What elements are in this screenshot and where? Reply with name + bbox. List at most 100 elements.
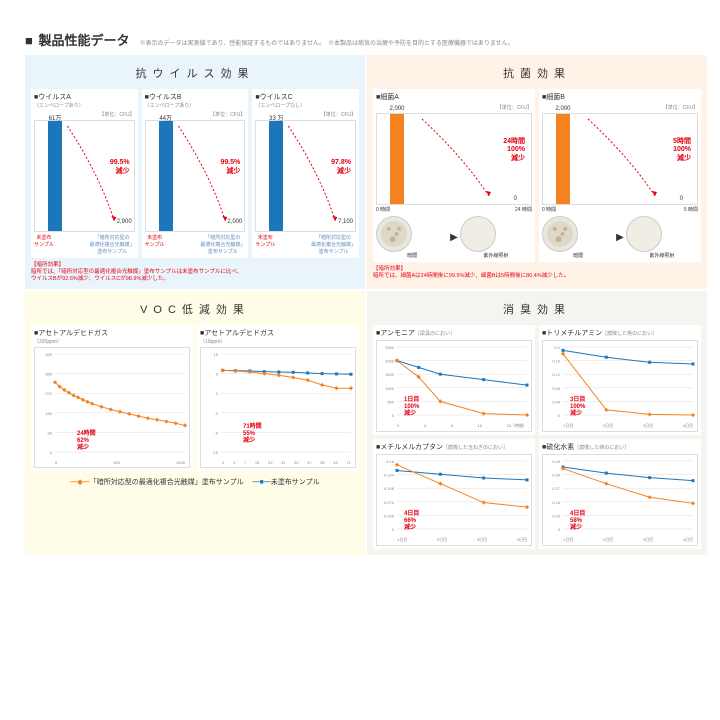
page-header: ■ 製品性能データ ※表示のデータは実測値であり、性能保証するものではありません… — [25, 30, 695, 49]
svg-text:15: 15 — [214, 352, 219, 357]
line-chart: 0 0.04 0.08 0.12 0.16 0.2 3日目100%減少 1日目2… — [542, 340, 698, 432]
axis-treated: 「暗所対応型の最適化複合光触媒」塗布サンプル — [311, 234, 356, 255]
deodorant-chart: ■メチルメルカプタン［腐敗した玉ねぎのにおい］ 0 0.036 0.072 0.… — [373, 439, 535, 549]
axis-untreated: 未塗布サンプル — [145, 234, 165, 255]
petri-after — [626, 216, 662, 252]
virus-chart: ■ウイルスC（エンベロープなし） 【単位：CFU】 33 万 97.8% 減少 … — [252, 89, 359, 258]
reduction-text: 71時間55%減少 — [243, 422, 262, 444]
chart-label: ■細菌B — [542, 92, 698, 102]
chart-label: ■アセトアルデヒドガス（320ppm） — [34, 328, 190, 345]
reduction-text: 4日目58%減少 — [570, 509, 585, 531]
deodorant-chart: ■硫化水素［腐敗した卵のにおい］ 0 0.09 0.18 0.27 0.36 0… — [539, 439, 701, 549]
svg-text:0.144: 0.144 — [384, 473, 395, 478]
bar-chart: 61万 99.5% 減少 2,900 — [34, 120, 135, 232]
start-value: 2,000 — [389, 106, 404, 112]
svg-text:-9: -9 — [214, 431, 218, 436]
svg-text:0.45: 0.45 — [552, 459, 561, 464]
reduction-arrow — [256, 121, 355, 231]
reduction-text: 24時間62%減少 — [77, 429, 96, 451]
svg-text:1000: 1000 — [385, 386, 395, 391]
reduction-text: 99.5% 減少 — [220, 159, 240, 176]
svg-text:3: 3 — [216, 392, 219, 397]
svg-text:360: 360 — [45, 372, 52, 377]
reduction-arrow — [146, 121, 245, 231]
petri-label: 暗闇 — [542, 252, 614, 259]
petri-row: 暗闇 ▶ 紫外線照射 — [542, 216, 698, 259]
line-chart: 0 0.09 0.18 0.27 0.36 0.45 4日目58%減少 1日目2… — [542, 454, 698, 546]
reduction-text: 3日目100%減少 — [570, 395, 586, 417]
svg-text:0.036: 0.036 — [384, 514, 395, 519]
svg-text:2000: 2000 — [385, 359, 395, 364]
panel-voc: VOC低減効果 ■アセトアルデヒドガス（320ppm） 0 90 180 270… — [25, 291, 365, 555]
svg-text:180: 180 — [45, 411, 52, 416]
panel-antibacterial: 抗菌効果 ■細菌A 【単位：CFU】 2,000 24時間 100% 減少 0 … — [367, 55, 707, 289]
reduction-text: 97.8% 減少 — [331, 159, 351, 176]
x-start: 0 時間 — [376, 206, 390, 213]
page-title: ■ 製品性能データ — [25, 30, 130, 49]
axis-treated: 「暗所対応型の最適化複合光触媒」塗布サンプル — [90, 234, 135, 255]
svg-text:0.27: 0.27 — [552, 487, 561, 492]
voc-chart: ■アセトアルデヒドガス（10ppm） -15 -9 -3 3 9 15 71時間… — [197, 325, 359, 471]
voc-chart: ■アセトアルデヒドガス（320ppm） 0 90 180 270 360 450… — [31, 325, 193, 471]
svg-text:9: 9 — [216, 372, 219, 377]
svg-text:-15: -15 — [212, 450, 219, 455]
svg-text:1500: 1500 — [385, 373, 395, 378]
svg-text:0.12: 0.12 — [552, 373, 561, 378]
petri-row: 暗闇 ▶ 紫外線照射 — [376, 216, 532, 259]
line-chart: -15 -9 -3 3 9 15 71時間55%減少 -107152331394… — [200, 347, 356, 468]
petri-after — [460, 216, 496, 252]
line-chart: 0 500 1000 1500 2000 2500 1日目100%減少 0481… — [376, 340, 532, 432]
svg-text:500: 500 — [387, 400, 394, 405]
panel-antiviral: 抗ウイルス効果 ■ウイルスA（エンベロープあり） 【単位：CFU】 61万 99… — [25, 55, 365, 289]
chart-label: ■ウイルスA（エンベロープあり） — [34, 92, 135, 109]
x-end: 5 時間 — [684, 206, 698, 213]
axis-untreated: 未塗布サンプル — [34, 234, 54, 255]
svg-text:0.18: 0.18 — [386, 459, 395, 464]
svg-text:0.36: 0.36 — [552, 473, 561, 478]
svg-text:0.18: 0.18 — [552, 500, 561, 505]
x-end: 24 時間 — [515, 206, 532, 213]
line-chart-svg: 0 0.036 0.072 0.108 0.144 0.18 4日目66%減少 — [379, 457, 529, 537]
svg-text:0.04: 0.04 — [552, 400, 561, 405]
svg-text:0: 0 — [558, 413, 561, 418]
bar-chart: 44万 99.5% 減少 2,000 — [145, 120, 246, 232]
bar-chart: 2,000 5時間 100% 減少 0 — [542, 113, 698, 205]
end-value: 2,000 — [227, 219, 242, 225]
chart-label: ■硫化水素［腐敗した卵のにおい］ — [542, 442, 698, 452]
petri-before — [376, 216, 412, 252]
x-start: 0 時間 — [542, 206, 556, 213]
bacteria-chart: ■細菌B 【単位：CFU】 2,000 5時間 100% 減少 0 0 時間5 … — [539, 89, 701, 262]
reduction-text: 5時間 100% 減少 — [673, 136, 691, 163]
svg-text:0: 0 — [392, 527, 395, 532]
petri-label: 暗闇 — [376, 252, 448, 259]
end-value: 2,900 — [117, 219, 132, 225]
petri-label: 紫外線照射 — [626, 252, 698, 259]
svg-text:0: 0 — [392, 413, 395, 418]
svg-text:0: 0 — [50, 450, 53, 455]
chart-label: ■ウイルスC（エンベロープなし） — [255, 92, 356, 109]
bar-chart: 2,000 24時間 100% 減少 0 — [376, 113, 532, 205]
reduction-arrow — [35, 121, 134, 231]
line-chart-svg: 0 90 180 270 360 450 24時間62%減少 — [37, 350, 187, 460]
virus-chart: ■ウイルスB（エンベロープあり） 【単位：CFU】 44万 99.5% 減少 2… — [142, 89, 249, 258]
panel-title: 抗ウイルス効果 — [31, 61, 359, 85]
svg-text:0.2: 0.2 — [554, 345, 560, 350]
reduction-text: 4日目66%減少 — [404, 509, 419, 531]
axis-untreated: 未塗布サンプル — [255, 234, 275, 255]
end-value: 7,100 — [338, 219, 353, 225]
end-value: 0 — [680, 196, 683, 202]
panel-deodorant: 消臭効果 ■アンモニア［尿臭のにおい］ 0 500 1000 1500 2000… — [367, 291, 707, 555]
chart-label: ■ウイルスB（エンベロープあり） — [145, 92, 246, 109]
arrow-icon: ▶ — [616, 232, 624, 243]
bar-chart: 33 万 97.8% 減少 7,100 — [255, 120, 356, 232]
petri-label: 紫外線照射 — [460, 252, 532, 259]
reduction-text: 99.5% 減少 — [110, 159, 130, 176]
chart-label: ■アンモニア［尿臭のにおい］ — [376, 328, 532, 338]
svg-text:90: 90 — [48, 431, 53, 436]
chart-label: ■アセトアルデヒドガス（10ppm） — [200, 328, 356, 345]
line-chart-svg: 0 500 1000 1500 2000 2500 1日目100%減少 — [379, 343, 529, 423]
svg-text:2500: 2500 — [385, 345, 395, 350]
chart-label: ■トリメチルアミン［腐敗した魚のにおい］ — [542, 328, 698, 338]
panel-title: VOC低減効果 — [31, 297, 359, 321]
panel-title: 抗菌効果 — [373, 61, 701, 85]
